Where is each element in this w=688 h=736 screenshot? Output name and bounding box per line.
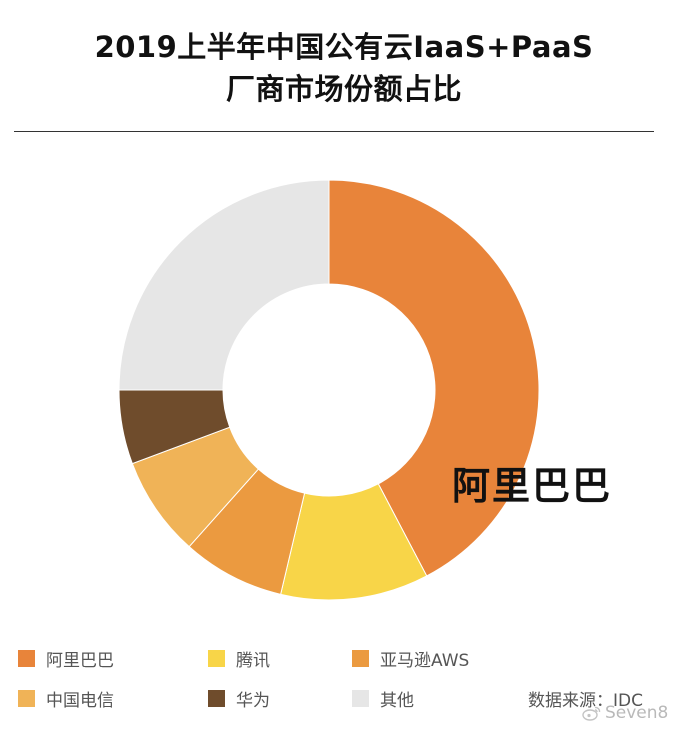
legend-item-others: 其他 bbox=[352, 686, 414, 711]
callout-label: 阿里巴巴 bbox=[452, 464, 613, 508]
donut-hole bbox=[223, 284, 435, 496]
chart-title: 2019上半年中国公有云IaaS+PaaS 厂商市场份额占比 bbox=[0, 26, 688, 110]
legend-label: 阿里巴巴 bbox=[46, 650, 114, 671]
legend-swatch bbox=[352, 649, 369, 667]
legend-swatch bbox=[18, 649, 35, 667]
data-source: 数据来源：IDC bbox=[528, 691, 643, 711]
legend-swatch bbox=[208, 649, 225, 667]
legend-label: 其他 bbox=[380, 690, 414, 711]
chart-title-line-1: 2019上半年中国公有云IaaS+PaaS bbox=[94, 30, 594, 64]
watermark: Seven8 bbox=[582, 703, 668, 723]
legend-label: 中国电信 bbox=[46, 690, 114, 711]
weibo-icon bbox=[582, 706, 601, 721]
legend-label: 华为 bbox=[236, 690, 270, 711]
legend-item-china-telecom: 中国电信 bbox=[18, 686, 114, 711]
legend-label: 腾讯 bbox=[236, 650, 270, 671]
legend-item-alibaba: 阿里巴巴 bbox=[18, 646, 114, 671]
legend-swatch bbox=[352, 689, 369, 707]
watermark-text: Seven8 bbox=[605, 703, 669, 723]
legend-swatch bbox=[208, 689, 225, 707]
legend-item-huawei: 华为 bbox=[208, 686, 270, 711]
legend-swatch bbox=[18, 689, 35, 707]
chart-title-line-2: 厂商市场份额占比 bbox=[225, 72, 462, 106]
title-divider bbox=[14, 131, 654, 132]
legend-label: 亚马逊AWS bbox=[380, 650, 470, 671]
legend-item-tencent: 腾讯 bbox=[208, 646, 270, 671]
legend-item-aws: 亚马逊AWS bbox=[352, 646, 470, 671]
